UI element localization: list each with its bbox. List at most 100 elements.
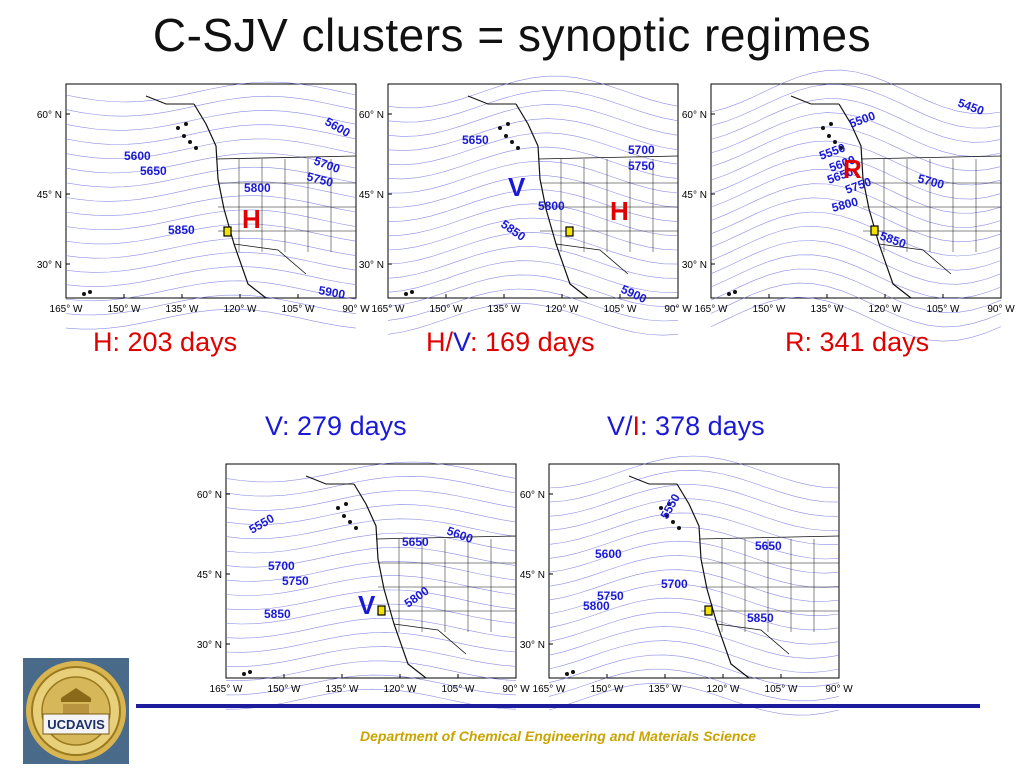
lon-tick-label: 135° W [649,684,682,695]
lon-tick-label: 150° W [753,304,786,315]
contour-line [225,532,517,554]
contour-line [548,498,840,531]
lat-tick-label: 45° N [520,570,545,581]
contour-line [548,668,840,702]
map-hv: 60° N 45° N 30° N 165° W 150° W 135° W 120° W 1… [352,75,692,336]
contour-line [225,546,517,568]
lon-tick-label: 90° W [664,304,692,315]
contour-line [548,569,840,602]
contour-label: 5800 [244,181,271,195]
contour-line [225,561,517,582]
lat-tick-label: 45° N [682,190,707,201]
contour-line [65,124,357,145]
lat-tick-label: 60° N [359,110,384,121]
map-r-svg: 60° N 45° N 30° N 165° W 150° W 135° W 120° W 1… [682,69,1015,342]
height-contours [225,461,517,710]
lat-tick-label: 45° N [359,190,384,201]
contour-line [710,154,1002,200]
contour-line [710,69,1002,115]
coastline [727,95,1002,299]
regime-marker-v: V [508,172,526,202]
contour-label: 5750 [597,589,624,603]
contour-line [65,309,357,330]
map-vi-svg: 60° N 45° N 30° N 165° W 150° W 135° W 120° W 1… [520,455,853,716]
caption-r: R: 341 days [785,327,929,358]
contour-label: 5600 [124,149,151,163]
lat-tick-label: 45° N [197,570,222,581]
site-marker-icon [223,226,232,237]
coastline [82,95,357,299]
contour-line [387,132,679,166]
contour-label: 5700 [661,577,688,591]
contour-line [65,138,357,160]
contour-line [710,98,1002,143]
caption-hv-letter2: V [453,327,471,357]
contour-line [65,237,357,259]
coastline [242,475,517,679]
contour-line [65,195,357,216]
map-v-svg: 60° N 45° N 30° N 165° W 150° W 135° W 120° W 1… [197,461,530,710]
lon-tick-label: 135° W [166,304,199,315]
lon-tick-label: 90° W [987,304,1015,315]
contour-label: 5700 [268,559,295,573]
contour-line [225,490,517,511]
contour-line [65,294,357,316]
height-contours [548,455,840,716]
contour-line [65,110,357,131]
lon-tick-label: 135° W [488,304,521,315]
lon-tick-label: 105° W [442,684,475,695]
lon-tick-label: 120° W [384,684,417,695]
contour-line [710,183,1002,228]
contour-label: 5650 [755,539,782,553]
lat-tick-label: 30° N [682,260,707,271]
contour-label: 5650 [140,164,167,178]
lon-tick-label: 120° W [546,304,579,315]
lon-tick-label: 150° W [591,684,624,695]
contour-line [710,225,1002,271]
lat-tick-label: 30° N [520,640,545,651]
contour-line [225,589,517,611]
seal-ucdavis-text: UCDAVIS [47,717,105,732]
height-contours [387,75,679,336]
contour-label: 5750 [282,574,309,588]
contour-line [710,197,1002,243]
contour-line [225,504,517,525]
contour-line [387,302,679,336]
contour-line [710,169,1002,214]
site-marker-icon [704,605,713,616]
caption-h: H: 203 days [93,327,237,358]
coastline [565,475,840,679]
lon-tick-label: 150° W [268,684,301,695]
contour-line [710,268,1002,313]
contour-line [548,512,840,546]
caption-hv-days: : 169 days [470,327,595,357]
caption-vi-letter1: V [607,411,626,441]
regime-marker-h: H [610,196,629,226]
contour-line [225,461,517,483]
map-frame [387,83,679,299]
contour-label: 5850 [264,607,291,621]
contour-line [65,152,357,174]
contour-line [387,118,679,151]
map-h: 60° N 45° N 30° N 165° W 150° W 135° W 120° W 1… [30,80,370,330]
map-vi: 60° N 45° N 30° N 165° W 150° W 135° W 120° W 1… [513,455,853,716]
site-marker-icon [870,225,879,236]
lat-tick-label: 30° N [359,260,384,271]
contour-line [225,603,517,625]
lat-tick-label: 30° N [37,260,62,271]
contour-line [548,682,840,716]
coastline [404,95,679,299]
height-contours [65,81,357,330]
contour-line [548,469,840,503]
caption-vi: V/I: 378 days [607,411,765,442]
map-v: 60° N 45° N 30° N 165° W 150° W 135° W 120° W 1… [190,460,530,710]
footer-rule [136,704,980,708]
contour-line [387,104,679,137]
contour-line [387,288,679,322]
contour-label: 5850 [168,223,195,237]
regime-marker-h: H [242,204,261,234]
contour-line [548,640,840,673]
lon-tick-label: 165° W [372,304,405,315]
contour-line [387,260,679,293]
contour-line [710,112,1002,157]
